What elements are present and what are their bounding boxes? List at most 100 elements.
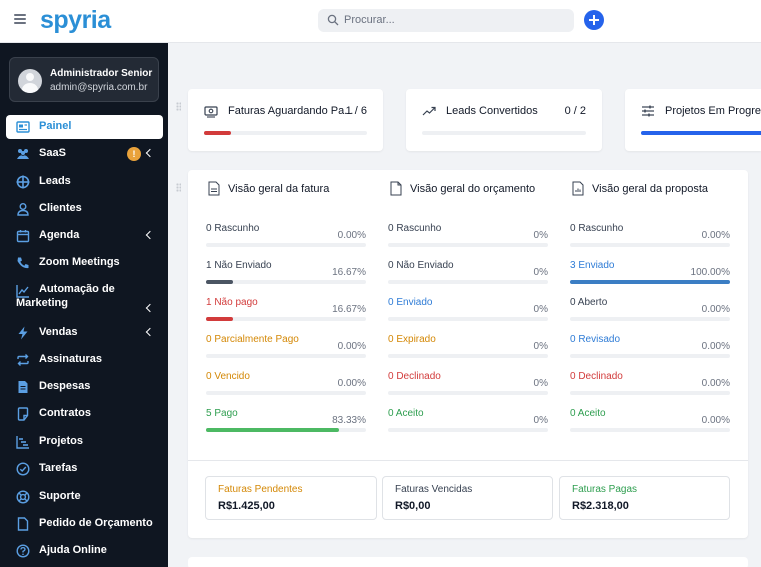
sidebar-item-suporte[interactable]: Suporte xyxy=(6,485,163,509)
status-percentage: 0.00% xyxy=(337,230,366,241)
status-label: 1 Não Enviado xyxy=(206,260,272,271)
column-title-proposta: Visão geral da proposta xyxy=(592,183,708,195)
sidebar-item-label: Automação de Marketing xyxy=(16,283,115,309)
sidebar-item-automacao-marketing[interactable]: Automação de Marketing xyxy=(6,281,163,317)
status-progress-bar xyxy=(570,354,730,358)
drag-handle-icon[interactable] xyxy=(176,183,181,192)
hamburger-menu-icon[interactable] xyxy=(14,14,26,24)
stat-value: 0 / 2 xyxy=(564,105,586,117)
invoice-doc-icon xyxy=(208,181,220,196)
calendar-icon xyxy=(16,230,30,243)
status-percentage: 100.00% xyxy=(690,267,730,278)
sidebar-item-agenda[interactable]: Agenda xyxy=(6,224,163,248)
status-percentage: 0.00% xyxy=(701,378,730,389)
phone-icon xyxy=(17,257,29,269)
search-icon xyxy=(327,14,339,26)
status-progress-fill xyxy=(206,280,233,284)
stat-card-leads-convertidos[interactable]: Leads Convertidos 0 / 2 xyxy=(406,89,602,151)
status-label: 0 Enviado xyxy=(388,297,433,308)
logo[interactable]: spyria xyxy=(40,6,111,34)
sidebar-item-pedido-orcamento[interactable]: Pedido de Orçamento xyxy=(6,512,163,536)
lifebuoy-icon xyxy=(16,490,30,504)
invoice-icon xyxy=(204,106,218,118)
stat-value: 1 / 6 xyxy=(345,105,367,117)
stat-card-projetos-progresso[interactable]: Projetos Em Progres xyxy=(625,89,761,151)
file-text-icon xyxy=(18,381,28,393)
sidebar-item-label: Assinaturas xyxy=(39,353,102,365)
sidebar-item-contratos[interactable]: Contratos xyxy=(6,402,163,426)
bolt-icon xyxy=(18,326,28,340)
sidebar-item-painel[interactable]: Painel xyxy=(6,115,163,139)
status-label: 0 Vencido xyxy=(206,371,250,382)
column-title-orcamento: Visão geral do orçamento xyxy=(410,183,536,195)
sidebar-item-vendas[interactable]: Vendas xyxy=(6,321,163,345)
sidebar-item-zoom-meetings[interactable]: Zoom Meetings xyxy=(6,251,163,275)
chevron-left-icon[interactable] xyxy=(145,148,155,158)
status-progress-fill xyxy=(570,280,730,284)
sidebar-item-leads[interactable]: Leads xyxy=(6,170,163,194)
stat-progress-bar xyxy=(641,131,761,135)
status-progress-bar xyxy=(206,280,366,284)
next-panel xyxy=(188,557,748,567)
chart-line-icon xyxy=(16,285,29,298)
status-progress-bar xyxy=(388,280,548,284)
status-label: 0 Aceito xyxy=(570,408,606,419)
sidebar-item-label: Leads xyxy=(39,175,71,187)
drag-handle-icon[interactable] xyxy=(176,102,181,111)
sidebar-item-ajuda-online[interactable]: Ajuda Online xyxy=(6,539,163,563)
summary-value: R$1.425,00 xyxy=(218,500,275,512)
summary-card-pagas[interactable]: Faturas Pagas R$2.318,00 xyxy=(559,476,730,520)
estimate-doc-icon xyxy=(390,181,402,196)
divider xyxy=(188,460,748,461)
status-label: 5 Pago xyxy=(206,408,238,419)
status-label: 0 Revisado xyxy=(570,334,621,345)
chevron-left-icon[interactable] xyxy=(145,230,155,240)
summary-title: Faturas Pagas xyxy=(572,484,638,495)
chevron-left-icon[interactable] xyxy=(145,327,155,337)
sidebar-item-label: Suporte xyxy=(39,490,81,502)
sidebar-item-assinaturas[interactable]: Assinaturas xyxy=(6,348,163,372)
status-label: 0 Rascunho xyxy=(206,223,260,234)
status-progress-bar xyxy=(206,243,366,247)
gantt-icon xyxy=(16,436,29,449)
sidebar-item-projetos[interactable]: Projetos xyxy=(6,430,163,454)
summary-card-vencidas[interactable]: Faturas Vencidas R$0,00 xyxy=(382,476,553,520)
status-label: 0 Aberto xyxy=(570,297,608,308)
user-name: Administrador Senior xyxy=(50,68,153,79)
user-profile-card[interactable]: Administrador Senior admin@spyria.com.br xyxy=(9,57,159,102)
sidebar-item-saas[interactable]: SaaS ! xyxy=(6,142,163,166)
contract-icon xyxy=(17,407,29,421)
user-email: admin@spyria.com.br xyxy=(50,82,148,93)
sidebar-item-label: Despesas xyxy=(39,380,91,392)
status-percentage: 16.67% xyxy=(332,267,366,278)
sidebar-item-clientes[interactable]: Clientes xyxy=(6,197,163,221)
sidebar-item-label: Painel xyxy=(39,120,72,132)
status-label: 1 Não pago xyxy=(206,297,258,308)
sidebar-item-label: Contratos xyxy=(39,407,91,419)
search-input[interactable]: Procurar... xyxy=(318,9,574,32)
status-progress-bar xyxy=(570,280,730,284)
status-percentage: 0.00% xyxy=(701,230,730,241)
sidebar-item-label: Ajuda Online xyxy=(39,544,107,556)
status-label: 0 Não Enviado xyxy=(388,260,454,271)
sidebar-item-label: Tarefas xyxy=(39,462,78,474)
sidebar-item-despesas[interactable]: Despesas xyxy=(6,375,163,399)
status-progress-bar xyxy=(206,354,366,358)
sidebar-item-label: Pedido de Orçamento xyxy=(39,517,153,529)
top-bar: spyria Procurar... xyxy=(0,0,761,43)
status-percentage: 0.00% xyxy=(701,341,730,352)
add-new-button[interactable] xyxy=(584,10,604,30)
stat-card-faturas-aguardando[interactable]: Faturas Aguardando Pa... 1 / 6 xyxy=(188,89,383,151)
warning-badge: ! xyxy=(127,147,141,161)
chevron-left-icon[interactable] xyxy=(145,303,155,313)
document-icon xyxy=(17,517,29,531)
sidebar-item-tarefas[interactable]: Tarefas xyxy=(6,457,163,481)
stat-progress-bar xyxy=(204,131,367,135)
status-progress-bar xyxy=(570,391,730,395)
status-progress-bar xyxy=(206,317,366,321)
summary-value: R$2.318,00 xyxy=(572,500,629,512)
overview-panel: Visão geral da fatura Visão geral do orç… xyxy=(188,170,748,538)
proposal-doc-icon xyxy=(572,181,584,196)
summary-card-pendentes[interactable]: Faturas Pendentes R$1.425,00 xyxy=(205,476,377,520)
sliders-icon xyxy=(642,105,654,117)
